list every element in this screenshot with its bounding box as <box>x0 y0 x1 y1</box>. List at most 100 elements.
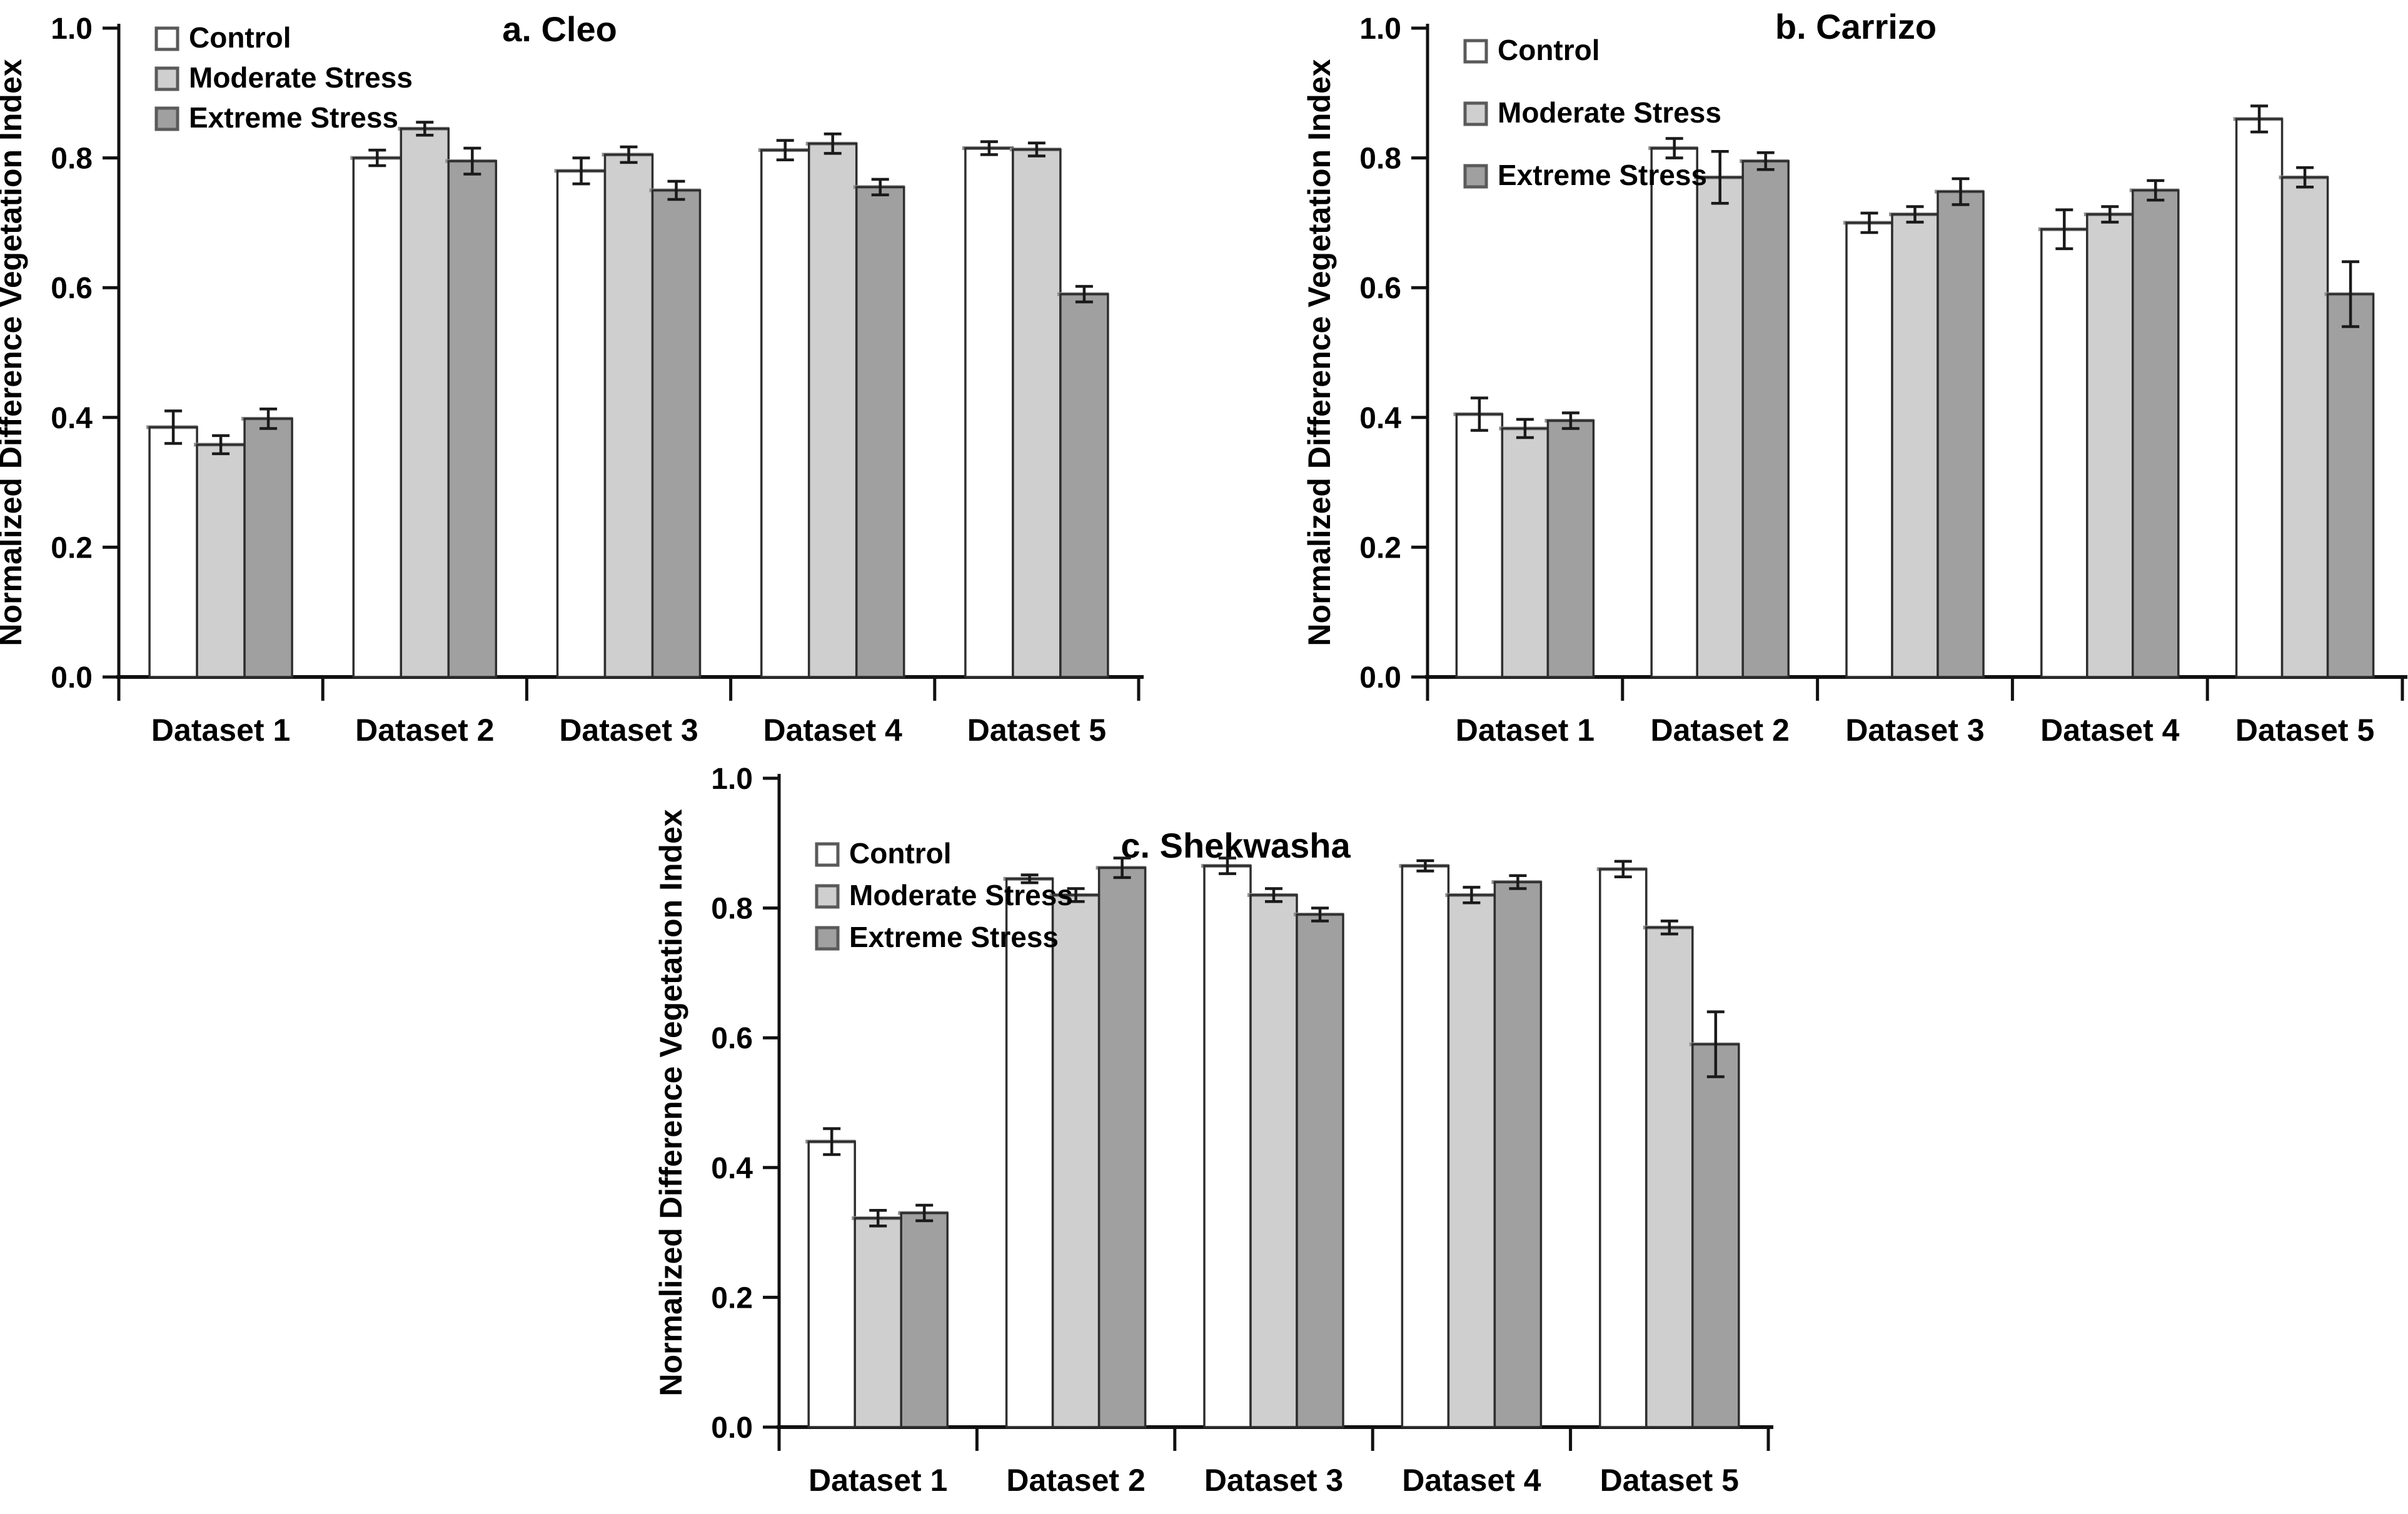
bar-control-1 <box>146 409 198 678</box>
bar-extreme-stress-3 <box>649 179 702 678</box>
bar-control-5 <box>2233 104 2284 678</box>
bar-control-5 <box>962 140 1014 678</box>
legend-item-extreme-stress: Extreme Stress <box>1463 159 1707 191</box>
bar-rect <box>2282 177 2328 677</box>
legend-label: Moderate Stress <box>1498 96 1721 129</box>
bar-moderate-stress-2 <box>1049 887 1101 1428</box>
bar-control-5 <box>1596 860 1648 1428</box>
bar-rect <box>1297 914 1343 1427</box>
legend-label: Control <box>189 21 291 54</box>
bar-control-2 <box>350 148 403 678</box>
legend-swatch <box>1463 39 1488 64</box>
legend-item-moderate-stress: Moderate Stress <box>154 61 413 94</box>
bar-moderate-stress-4 <box>805 132 858 678</box>
bar-extreme-stress-3 <box>1294 906 1344 1428</box>
bar-rect <box>652 190 700 677</box>
bar-moderate-stress-1 <box>194 434 246 678</box>
chart-title: b. Carrizo <box>1775 7 1937 46</box>
legend-swatch <box>1463 164 1488 189</box>
y-tick-label: 0.0 <box>51 661 93 694</box>
legend-swatch <box>815 884 840 909</box>
bar-control-4 <box>1399 859 1450 1428</box>
y-tick-label: 1.0 <box>51 13 93 46</box>
bar-control-1 <box>805 1127 856 1428</box>
y-axis-title: Normalized Difference Vegetation Index <box>653 809 688 1396</box>
bar-rect <box>1938 191 1983 677</box>
bar-moderate-stress-3 <box>1889 205 1939 678</box>
y-tick-label: 0.8 <box>1359 143 1401 176</box>
x-category-label: Dataset 4 <box>2040 713 2180 748</box>
legend-item-moderate-stress: Moderate Stress <box>1463 96 1721 129</box>
bar-rect <box>856 187 904 677</box>
bar-rect <box>1006 878 1053 1427</box>
bar-extreme-stress-5 <box>1057 284 1109 678</box>
bar-rect <box>2236 119 2282 677</box>
bar-extreme-stress-2 <box>445 146 498 678</box>
legend-item-extreme-stress: Extreme Stress <box>154 101 398 134</box>
legend-item-control: Control <box>815 837 952 870</box>
y-axis-title: Normalized Difference Vegetation Index <box>0 59 28 646</box>
chart-cleo: a. Cleo Normalized Difference Vegetation … <box>0 0 1219 788</box>
bar-moderate-stress-4 <box>2083 205 2134 678</box>
y-tick-label: 0.6 <box>1359 272 1401 305</box>
bar-rect <box>557 171 605 677</box>
x-category-label: Dataset 2 <box>1006 1463 1145 1498</box>
bar-moderate-stress-5 <box>1643 920 1694 1428</box>
bar-rect <box>1204 866 1251 1427</box>
bar-rect <box>1846 223 1892 677</box>
bar-moderate-stress-1 <box>852 1209 902 1428</box>
legend-swatch <box>154 106 179 131</box>
x-category-label: Dataset 2 <box>355 713 494 748</box>
bar-rect <box>1012 149 1060 677</box>
bar-rect <box>809 1141 855 1427</box>
y-axis-title: Normalized Difference Vegetation Index <box>1302 59 1337 646</box>
y-tick-label: 0.4 <box>1359 402 1401 435</box>
bar-chart-svg: b. Carrizo Normalized Difference Vegetati… <box>1302 7 2407 748</box>
bar-extreme-stress-1 <box>1544 411 1595 678</box>
legend-label: Control <box>1498 34 1600 66</box>
y-tick-label: 0.6 <box>711 1022 753 1055</box>
bar-rect <box>1646 927 1693 1427</box>
bar-rect <box>965 148 1013 677</box>
bar-control-4 <box>2038 208 2088 678</box>
bar-moderate-stress-5 <box>1009 141 1062 678</box>
bar-rect <box>353 158 401 678</box>
legend-swatch <box>815 926 840 951</box>
bar-rect <box>2087 214 2133 677</box>
y-tick-label: 0.4 <box>51 402 93 435</box>
legend-item-extreme-stress: Extreme Stress <box>815 921 1059 953</box>
bar-control-3 <box>1201 856 1252 1428</box>
x-category-label: Dataset 1 <box>809 1463 947 1498</box>
bar-extreme-stress-5 <box>1689 1010 1740 1428</box>
bar-moderate-stress-2 <box>1694 149 1744 678</box>
bar-control-4 <box>758 139 810 678</box>
bar-rect <box>1743 161 1789 677</box>
bar-rect <box>1251 895 1297 1427</box>
bar-extreme-stress-4 <box>2129 179 2180 678</box>
bar-control-3 <box>1843 211 1893 678</box>
bar-extreme-stress-2 <box>1740 151 1790 678</box>
bar-rect <box>1456 414 1503 677</box>
legend-label: Extreme Stress <box>1498 159 1707 191</box>
legend-label: Moderate Stress <box>849 879 1073 911</box>
x-category-label: Dataset 3 <box>1204 1463 1343 1498</box>
legend-item-control: Control <box>154 21 291 54</box>
bar-extreme-stress-1 <box>241 408 293 678</box>
bar-extreme-stress-4 <box>1491 874 1543 1428</box>
bar-control-1 <box>1453 396 1504 678</box>
bar-chart-svg: a. Cleo Normalized Difference Vegetation … <box>0 9 1144 748</box>
x-category-label: Dataset 2 <box>1651 713 1790 748</box>
bar-rect <box>1448 895 1495 1427</box>
bar-rect <box>605 154 653 677</box>
x-category-label: Dataset 4 <box>763 713 903 748</box>
y-tick-label: 0.0 <box>1359 661 1401 694</box>
bar-rect <box>1892 214 1938 677</box>
bar-rect <box>2132 190 2179 677</box>
y-tick-label: 1.0 <box>1359 13 1401 46</box>
bar-rect <box>197 444 245 677</box>
bar-extreme-stress-1 <box>898 1203 949 1428</box>
x-category-label: Dataset 5 <box>967 713 1106 748</box>
x-category-label: Dataset 3 <box>559 713 698 748</box>
bar-rect <box>2327 294 2374 678</box>
